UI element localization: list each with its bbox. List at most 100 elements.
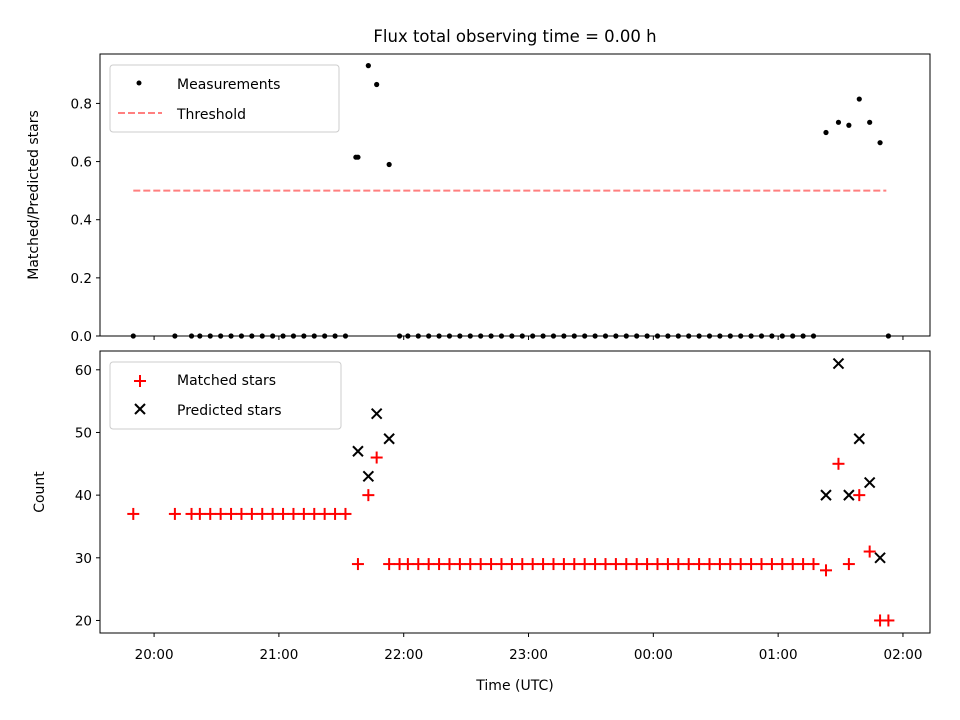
matched-star-point xyxy=(245,507,258,520)
count-xtick-label: 23:00 xyxy=(509,647,548,663)
count-legend-box xyxy=(109,361,342,430)
matched-star-point xyxy=(362,489,375,502)
matched-star-point xyxy=(412,558,425,571)
matched-star-point xyxy=(225,507,238,520)
legend-measurements-label: Measurements xyxy=(177,77,280,93)
predicted-star-point xyxy=(832,357,845,370)
count-ytick-label: 60 xyxy=(75,363,92,379)
matched-star-point xyxy=(745,558,758,571)
measurement-point xyxy=(355,154,361,160)
matched-star-point xyxy=(401,558,414,571)
matched-star-point xyxy=(537,558,550,571)
matched-star-point xyxy=(776,558,789,571)
matched-star-point xyxy=(485,558,498,571)
measurement-point xyxy=(856,96,862,102)
matched-star-point xyxy=(516,558,529,571)
matched-star-point xyxy=(547,558,560,571)
matched-star-point xyxy=(609,558,622,571)
chart-title: Flux total observing time = 0.00 h xyxy=(373,27,656,46)
matched-star-point xyxy=(464,558,477,571)
matched-star-point xyxy=(755,558,768,571)
count-ytick-label: 30 xyxy=(75,551,92,567)
matched-star-point xyxy=(797,558,810,571)
matched-star-point xyxy=(351,558,364,571)
legend-matched-label: Matched stars xyxy=(177,373,276,389)
ratio-ytick-label: 0.2 xyxy=(71,271,92,287)
legend-matched-marker xyxy=(134,375,146,387)
count-legend: Matched stars Predicted stars xyxy=(109,361,342,430)
legend-predicted-marker xyxy=(134,403,146,415)
matched-star-point xyxy=(734,558,747,571)
count-ytick-label: 50 xyxy=(75,425,92,441)
measurement-point xyxy=(374,81,380,88)
measurement-point xyxy=(386,161,392,168)
matched-star-point xyxy=(204,507,217,520)
predicted-star-point xyxy=(843,489,855,501)
predicted-star-point xyxy=(370,407,383,420)
matched-star-point xyxy=(453,558,466,571)
matched-star-point xyxy=(842,558,855,571)
count-xtick-label: 00:00 xyxy=(634,647,673,663)
matched-star-point xyxy=(786,558,799,571)
matched-star-point xyxy=(693,558,706,571)
matched-star-point xyxy=(433,558,446,571)
matched-star-point xyxy=(308,507,321,520)
matched-star-point xyxy=(168,507,181,520)
predicted-star-point xyxy=(863,476,876,489)
matched-star-point xyxy=(765,558,778,571)
count-xtick-label: 02:00 xyxy=(884,647,923,663)
measurement-point xyxy=(877,140,883,146)
count-y-axis-label: Count xyxy=(32,471,48,513)
measurement-point xyxy=(867,119,873,125)
matched-star-point xyxy=(193,507,206,520)
matched-star-point xyxy=(495,558,508,571)
matched-star-point xyxy=(557,558,570,571)
predicted-star-point xyxy=(383,433,395,445)
matched-star-point xyxy=(832,457,845,470)
x-axis-label: Time (UTC) xyxy=(475,678,553,694)
predicted-star-point xyxy=(362,470,375,483)
matched-star-point xyxy=(863,545,876,558)
matched-star-point xyxy=(568,558,581,571)
legend-threshold-label: Threshold xyxy=(176,107,246,123)
count-ytick-label: 20 xyxy=(75,613,92,629)
matched-star-point xyxy=(882,614,895,627)
matched-star-point xyxy=(630,558,643,571)
matched-star-point xyxy=(383,558,396,571)
ratio-ytick-label: 0.8 xyxy=(71,96,92,112)
count-panel: 20 30 40 50 60 20:00 21:00 22:00 23:00 00:00 01:0… xyxy=(32,350,931,694)
ratio-ytick-label: 0.4 xyxy=(71,213,92,229)
matched-star-point xyxy=(724,558,737,571)
matched-star-point xyxy=(853,489,866,502)
ratio-panel: 0.00.20.40.60.8 Matched/Predicted stars … xyxy=(26,53,931,345)
measurement-point xyxy=(835,119,842,125)
ratio-ytick-label: 0.0 xyxy=(71,329,92,345)
matched-star-point xyxy=(339,507,352,520)
matched-star-point xyxy=(443,558,456,571)
count-xtick-label: 20:00 xyxy=(135,647,174,663)
matched-star-point xyxy=(651,558,664,571)
count-plot-frame xyxy=(99,350,931,634)
matched-star-point xyxy=(682,558,695,571)
ratio-plot-frame xyxy=(99,53,931,337)
matched-star-point xyxy=(620,558,633,571)
count-xtick-label: 01:00 xyxy=(759,647,798,663)
matched-star-point xyxy=(297,507,310,520)
measurement-point xyxy=(846,122,852,128)
matched-star-point xyxy=(819,564,832,577)
matched-star-point xyxy=(807,558,820,571)
matched-star-point xyxy=(266,507,279,520)
matched-star-point xyxy=(526,558,539,571)
matched-star-point xyxy=(329,507,342,520)
ratio-y-axis-label: Matched/Predicted stars xyxy=(26,110,42,280)
matched-star-point xyxy=(235,507,248,520)
count-xtick-label: 22:00 xyxy=(384,647,423,663)
predicted-star-point xyxy=(853,433,865,445)
ratio-legend-box xyxy=(109,64,340,133)
matched-star-point xyxy=(672,558,685,571)
legend-measurements-marker xyxy=(136,80,142,86)
predicted-star-point xyxy=(874,552,886,564)
predicted-star-point xyxy=(352,445,364,457)
matched-star-point xyxy=(277,507,290,520)
